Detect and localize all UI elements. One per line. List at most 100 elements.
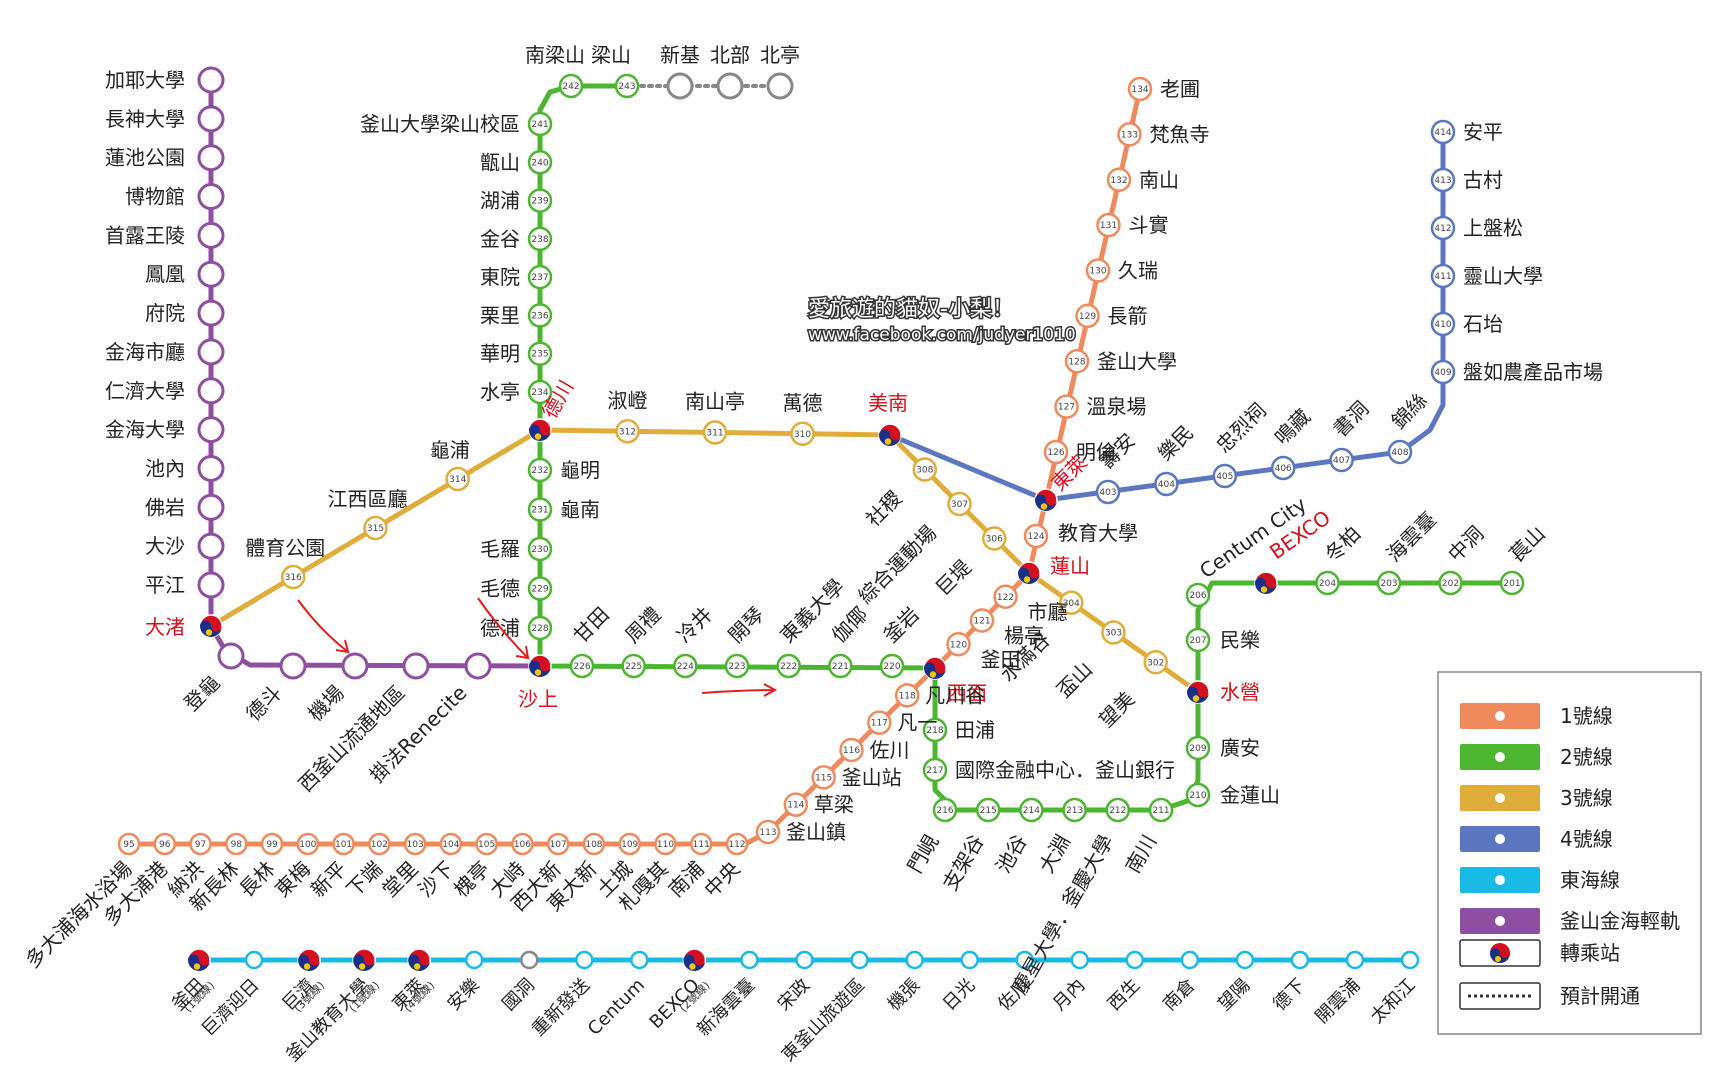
station-marker[interactable]: 104 xyxy=(439,832,463,856)
station-marker[interactable] xyxy=(960,950,979,970)
station-marker[interactable]: 406 xyxy=(1270,455,1296,481)
station-marker[interactable] xyxy=(1180,950,1200,970)
station-marker[interactable]: 308 xyxy=(912,457,937,482)
station-marker[interactable]: 121 xyxy=(969,608,995,633)
transfer-icon[interactable] xyxy=(1254,571,1278,595)
station-marker[interactable] xyxy=(1290,950,1310,970)
station-marker[interactable] xyxy=(850,950,869,970)
station-marker[interactable]: 310 xyxy=(790,421,815,446)
station-marker[interactable]: 113 xyxy=(755,819,781,845)
station-marker[interactable]: 128 xyxy=(1064,349,1090,374)
station-marker[interactable]: 307 xyxy=(947,491,972,517)
station-marker[interactable] xyxy=(197,493,225,521)
transfer-icon[interactable] xyxy=(1017,561,1041,585)
station-marker[interactable]: 403 xyxy=(1095,479,1121,505)
station-marker[interactable]: 316 xyxy=(281,564,306,590)
station-marker[interactable] xyxy=(740,950,759,970)
station-marker[interactable] xyxy=(766,72,794,100)
station-marker[interactable]: 112 xyxy=(725,832,749,856)
station-marker[interactable] xyxy=(464,950,484,970)
station-marker[interactable]: 314 xyxy=(445,466,470,492)
station-marker[interactable]: 239 xyxy=(527,188,553,213)
station-marker[interactable] xyxy=(197,66,225,94)
station-marker[interactable] xyxy=(520,950,539,970)
transfer-icon[interactable] xyxy=(187,948,211,972)
station-marker[interactable]: 102 xyxy=(368,832,391,856)
station-marker[interactable] xyxy=(666,72,694,100)
station-marker[interactable]: 311 xyxy=(702,420,728,445)
station-marker[interactable]: 206 xyxy=(1185,582,1211,608)
station-marker[interactable] xyxy=(197,377,225,405)
transfer-icon[interactable] xyxy=(297,948,321,972)
station-marker[interactable]: 132 xyxy=(1106,167,1132,192)
station-marker[interactable]: 221 xyxy=(828,653,853,679)
station-marker[interactable]: 217 xyxy=(922,757,948,783)
station-marker[interactable] xyxy=(217,642,245,670)
station-marker[interactable]: 223 xyxy=(724,653,750,679)
transfer-icon[interactable] xyxy=(878,423,902,447)
station-marker[interactable] xyxy=(197,454,225,482)
station-marker[interactable]: 204 xyxy=(1315,570,1340,596)
station-marker[interactable]: 100 xyxy=(296,832,320,856)
station-marker[interactable] xyxy=(197,416,225,444)
station-marker[interactable]: 97 xyxy=(189,832,212,856)
station-marker[interactable] xyxy=(1400,950,1420,970)
station-marker[interactable]: 303 xyxy=(1101,620,1126,645)
station-marker[interactable]: 215 xyxy=(975,797,1001,823)
station-marker[interactable]: 312 xyxy=(615,419,640,444)
station-marker[interactable] xyxy=(905,950,924,970)
station-marker[interactable]: 218 xyxy=(922,717,948,743)
station-marker[interactable]: 202 xyxy=(1438,570,1463,596)
station-marker[interactable]: 232 xyxy=(527,457,553,483)
station-marker[interactable]: 214 xyxy=(1019,797,1044,823)
station-marker[interactable]: 412 xyxy=(1430,215,1456,241)
transfer-icon[interactable] xyxy=(1186,680,1210,704)
transfer-icon[interactable] xyxy=(199,614,223,638)
station-marker[interactable]: 101 xyxy=(332,832,355,856)
station-marker[interactable]: 237 xyxy=(527,264,553,290)
station-marker[interactable]: 231 xyxy=(527,497,553,522)
station-marker[interactable]: 315 xyxy=(363,515,388,541)
station-marker[interactable]: 240 xyxy=(527,150,553,175)
station-marker[interactable]: 106 xyxy=(511,832,534,856)
station-marker[interactable]: 212 xyxy=(1105,797,1131,823)
station-marker[interactable]: 98 xyxy=(225,832,248,856)
station-marker[interactable]: 230 xyxy=(527,536,553,562)
station-marker[interactable]: 108 xyxy=(582,832,606,856)
station-marker[interactable] xyxy=(197,571,225,599)
station-marker[interactable]: 405 xyxy=(1212,463,1238,489)
station-marker[interactable]: 304 xyxy=(1059,590,1084,615)
transfer-icon[interactable] xyxy=(352,948,376,972)
station-marker[interactable] xyxy=(197,221,225,249)
station-marker[interactable] xyxy=(197,144,225,172)
station-marker[interactable]: 213 xyxy=(1062,797,1087,823)
station-marker[interactable] xyxy=(716,72,744,100)
transfer-icon[interactable] xyxy=(528,418,552,442)
transfer-icon[interactable] xyxy=(923,656,947,680)
station-marker[interactable]: 408 xyxy=(1387,439,1413,465)
station-marker[interactable]: 229 xyxy=(527,576,553,601)
station-marker[interactable]: 129 xyxy=(1075,303,1100,329)
transfer-icon[interactable] xyxy=(528,654,552,678)
station-marker[interactable]: 222 xyxy=(776,653,801,679)
station-marker[interactable]: 410 xyxy=(1430,311,1456,337)
station-marker[interactable]: 134 xyxy=(1127,76,1153,102)
station-marker[interactable]: 414 xyxy=(1430,119,1456,145)
station-marker[interactable]: 109 xyxy=(618,832,641,856)
station-marker[interactable] xyxy=(575,950,594,970)
station-marker[interactable]: 409 xyxy=(1430,359,1456,385)
station-marker[interactable]: 127 xyxy=(1054,394,1079,419)
station-marker[interactable]: 110 xyxy=(654,832,677,856)
station-marker[interactable] xyxy=(795,950,814,970)
station-marker[interactable]: 124 xyxy=(1023,523,1049,549)
station-marker[interactable]: 99 xyxy=(260,832,284,856)
transfer-icon[interactable] xyxy=(407,948,431,972)
station-marker[interactable]: 115 xyxy=(811,765,836,790)
station-marker[interactable]: 226 xyxy=(569,653,595,679)
station-marker[interactable]: 116 xyxy=(839,737,864,763)
station-marker[interactable]: 228 xyxy=(527,615,553,641)
station-marker[interactable] xyxy=(630,950,649,970)
transfer-icon[interactable] xyxy=(1034,488,1058,512)
station-marker[interactable]: 234 xyxy=(527,379,553,405)
station-marker[interactable] xyxy=(279,652,307,680)
